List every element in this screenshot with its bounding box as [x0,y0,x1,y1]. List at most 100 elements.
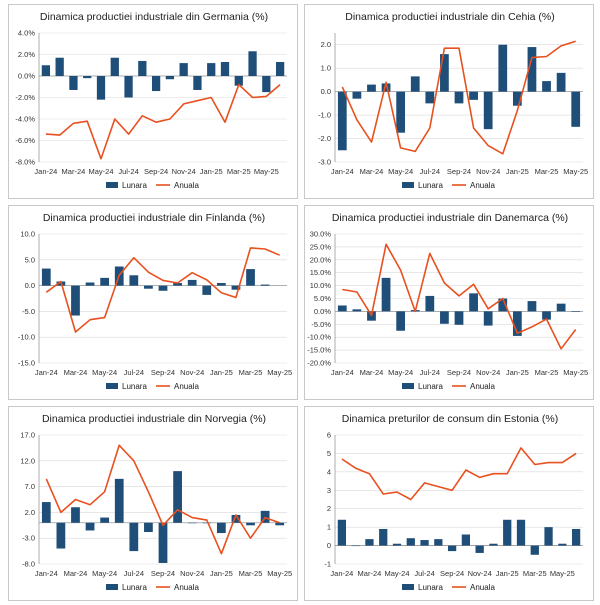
y-tick-label: 2.0 [25,508,35,517]
bar-monthly [489,543,498,546]
x-tick-label: Mar-24 [358,569,382,578]
chart-panel-denmark: Dinamica productiei industriale din Dane… [304,205,594,400]
bar-monthly [260,510,270,523]
chart-title: Dinamica productiei industriale din Finl… [43,212,265,224]
bar-monthly [571,91,581,127]
chart-denmark: Dinamica productiei industriale din Dane… [307,212,588,391]
x-tick-label: Jul-24 [420,167,440,176]
bar-monthly [396,311,406,331]
legend-label-annual: Anuala [174,181,199,190]
y-tick-label: 17.0 [20,431,35,440]
bar-monthly [516,519,526,546]
x-tick-label: Jan-25 [200,167,223,176]
chart-title: Dinamica productiei industriale din Germ… [40,11,268,23]
legend-swatch-monthly [402,584,414,590]
bar-monthly [542,311,551,320]
x-tick-label: May-25 [563,368,588,377]
bar-monthly [447,545,457,552]
bar-monthly [246,522,255,526]
bar-monthly [187,279,197,286]
legend-swatch-monthly [402,383,414,389]
bar-monthly [337,305,347,312]
x-tick-label: Jul-24 [420,368,440,377]
y-tick-label: 0.0 [321,87,331,96]
bar-monthly [352,309,362,312]
legend-label-annual: Anuala [470,583,495,592]
x-tick-label: May-25 [267,368,292,377]
y-tick-label: 12.0 [20,456,35,465]
y-tick-label: 5 [327,449,331,458]
bar-monthly [71,285,80,316]
bar-monthly [571,528,581,546]
x-tick-label: May-24 [92,368,117,377]
y-tick-label: 1.0 [321,64,331,73]
chart-title: Dinamica productiei industriale din Dane… [332,212,568,224]
x-tick-label: Mar-25 [535,368,559,377]
bar-monthly [124,76,133,98]
bar-monthly [158,522,168,563]
x-tick-label: Jan-24 [330,569,353,578]
x-tick-label: Mar-24 [64,368,88,377]
bar-monthly [100,517,110,523]
bar-monthly [512,91,522,106]
bar-monthly [410,76,420,92]
legend-swatch-monthly [106,383,118,389]
x-tick-label: Jan-24 [331,368,354,377]
bar-monthly [440,54,449,92]
bar-monthly [71,507,80,523]
bar-monthly [275,62,285,76]
y-tick-label: 30.0% [310,230,332,239]
bar-monthly [530,545,539,555]
y-tick-label: 5.0% [314,294,331,303]
x-tick-label: May-25 [254,167,279,176]
bar-monthly [129,275,139,286]
line-annual [45,444,280,555]
chart-czechia: Dinamica productiei industriale din Cehi… [318,11,588,190]
x-tick-label: Jan-25 [506,368,529,377]
y-tick-label: 4 [327,467,331,476]
bar-monthly [454,91,464,104]
y-tick-label: -3.0 [22,534,35,543]
y-tick-label: -15.0% [307,346,331,355]
bar-monthly [381,277,391,312]
x-tick-label: May-24 [92,569,117,578]
legend-swatch-monthly [402,182,414,188]
y-tick-label: -3.0 [318,158,331,167]
bar-monthly [138,60,147,76]
bar-monthly [165,76,175,80]
x-tick-label: Mar-25 [239,569,263,578]
x-tick-label: Jul-24 [124,569,144,578]
y-tick-label: 2 [327,504,331,513]
x-tick-label: May-24 [88,167,113,176]
y-tick-label: -2.0 [318,134,331,143]
x-tick-label: Jan-24 [34,167,57,176]
y-tick-label: -15.0 [18,359,35,368]
bar-monthly [231,514,241,523]
bar-monthly [420,540,429,546]
bar-monthly [41,268,51,286]
legend-label-monthly: Lunara [122,181,147,190]
x-tick-label: Mar-25 [535,167,559,176]
x-tick-label: Nov-24 [468,569,492,578]
bar-monthly [96,76,106,100]
bar-monthly [202,285,212,295]
x-tick-label: Mar-25 [227,167,251,176]
chart-panel-finland: Dinamica productiei industriale din Finl… [8,205,298,400]
y-tick-label: 2.0% [18,50,35,59]
bar-monthly [114,478,124,523]
bar-monthly [337,91,347,151]
chart-title: Dinamica preturilor de consum din Estoni… [342,413,559,425]
bar-monthly [100,277,110,286]
x-tick-label: Mar-24 [64,569,88,578]
chart-finland: Dinamica productiei industriale din Finl… [18,212,292,391]
y-tick-label: 5.0 [25,255,35,264]
y-tick-label: 0.0 [25,281,35,290]
line-annual [341,447,577,501]
x-tick-label: Sep-24 [447,368,471,377]
bar-monthly [483,91,493,130]
bar-monthly [193,76,202,90]
x-tick-label: May-25 [550,569,575,578]
bar-monthly [248,51,257,76]
x-tick-label: Nov-24 [180,368,204,377]
bar-monthly [434,539,443,546]
